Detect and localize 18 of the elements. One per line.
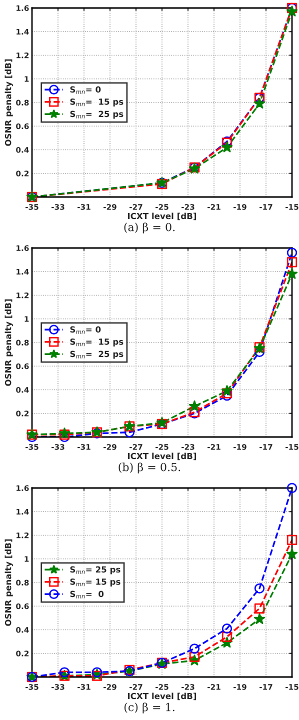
legend-label: S$_{mn}$= 25 ps	[70, 110, 124, 119]
text: (a) β = 0.	[124, 222, 175, 234]
y-axis-title: OSNR penalty [dB]	[4, 299, 13, 386]
legend-label: S$_{mn}$= 0	[70, 326, 101, 334]
legend-label: S$_{mn}$= 15 ps	[70, 98, 124, 106]
x-axis-title: ICXT level [dB]	[128, 452, 196, 460]
x-axis-title: ICXT level [dB]	[128, 212, 196, 220]
legend-label: S$_{mn}$= 0	[70, 590, 104, 598]
legend-label: S$_{mn}$= 25 ps	[70, 566, 120, 574]
legend-label: S$_{mn}$= 15 ps	[70, 338, 124, 346]
text: (b) β = 0.5.	[118, 462, 180, 474]
x-axis-title: ICXT level [dB]	[128, 692, 196, 700]
legend-label: S$_{mn}$= 15 ps	[70, 578, 120, 586]
y-axis-title: OSNR penalty [dB]	[4, 59, 13, 146]
text: (c) β = 1.	[124, 702, 174, 714]
legend-label: S$_{mn}$= 25 ps	[70, 350, 124, 359]
y-axis-title: OSNR penalty [dB]	[4, 539, 13, 626]
legend-label: S$_{mn}$= 0	[70, 86, 101, 94]
